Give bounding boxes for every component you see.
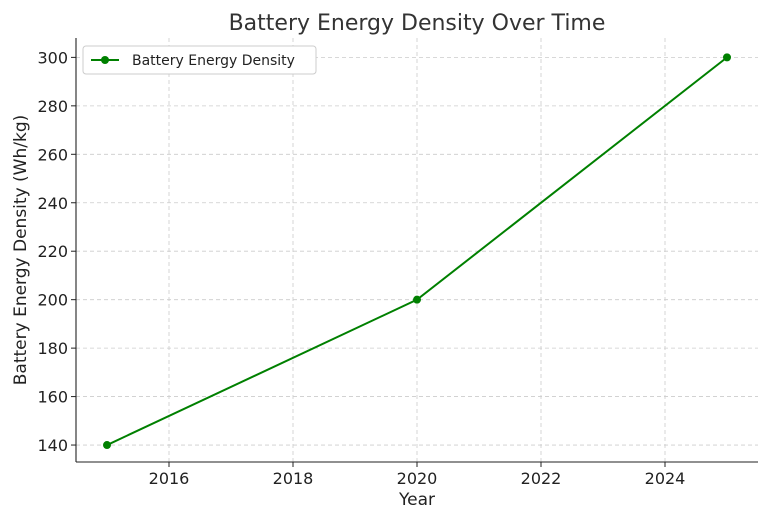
data-point bbox=[413, 295, 421, 304]
y-tick-label: 220 bbox=[37, 242, 68, 261]
data-point bbox=[723, 53, 731, 62]
legend-box bbox=[82, 45, 317, 75]
data-point bbox=[103, 441, 111, 450]
x-tick-label: 2024 bbox=[645, 469, 686, 488]
chart-title: Battery Energy Density Over Time bbox=[229, 11, 606, 36]
y-tick-label: 280 bbox=[37, 97, 68, 116]
y-tick-label: 140 bbox=[37, 436, 68, 455]
y-tick-label: 180 bbox=[37, 339, 68, 358]
grid bbox=[76, 38, 758, 462]
series-layer bbox=[103, 53, 731, 450]
y-tick-label: 260 bbox=[37, 145, 68, 164]
y-tick-label: 240 bbox=[37, 194, 68, 213]
x-tick-label: 2020 bbox=[397, 469, 438, 488]
axes-spines bbox=[75, 38, 758, 463]
x-axis-label: Year bbox=[398, 490, 435, 510]
legend: Battery Energy Density bbox=[82, 45, 317, 75]
y-axis-label: Battery Energy Density (Wh/kg) bbox=[11, 115, 31, 386]
y-tick-label: 200 bbox=[37, 291, 68, 310]
legend-marker-icon bbox=[101, 56, 109, 64]
x-tick-label: 2022 bbox=[521, 469, 562, 488]
y-tick-label: 300 bbox=[37, 48, 68, 67]
axis-ticks: 2016 2018 2020 2022 2024 140 160 180 200 220 240 26… bbox=[37, 48, 685, 488]
legend-label: Battery Energy Density bbox=[132, 53, 295, 69]
x-tick-label: 2018 bbox=[273, 469, 314, 488]
y-tick-label: 160 bbox=[37, 388, 68, 407]
x-tick-label: 2016 bbox=[149, 469, 190, 488]
